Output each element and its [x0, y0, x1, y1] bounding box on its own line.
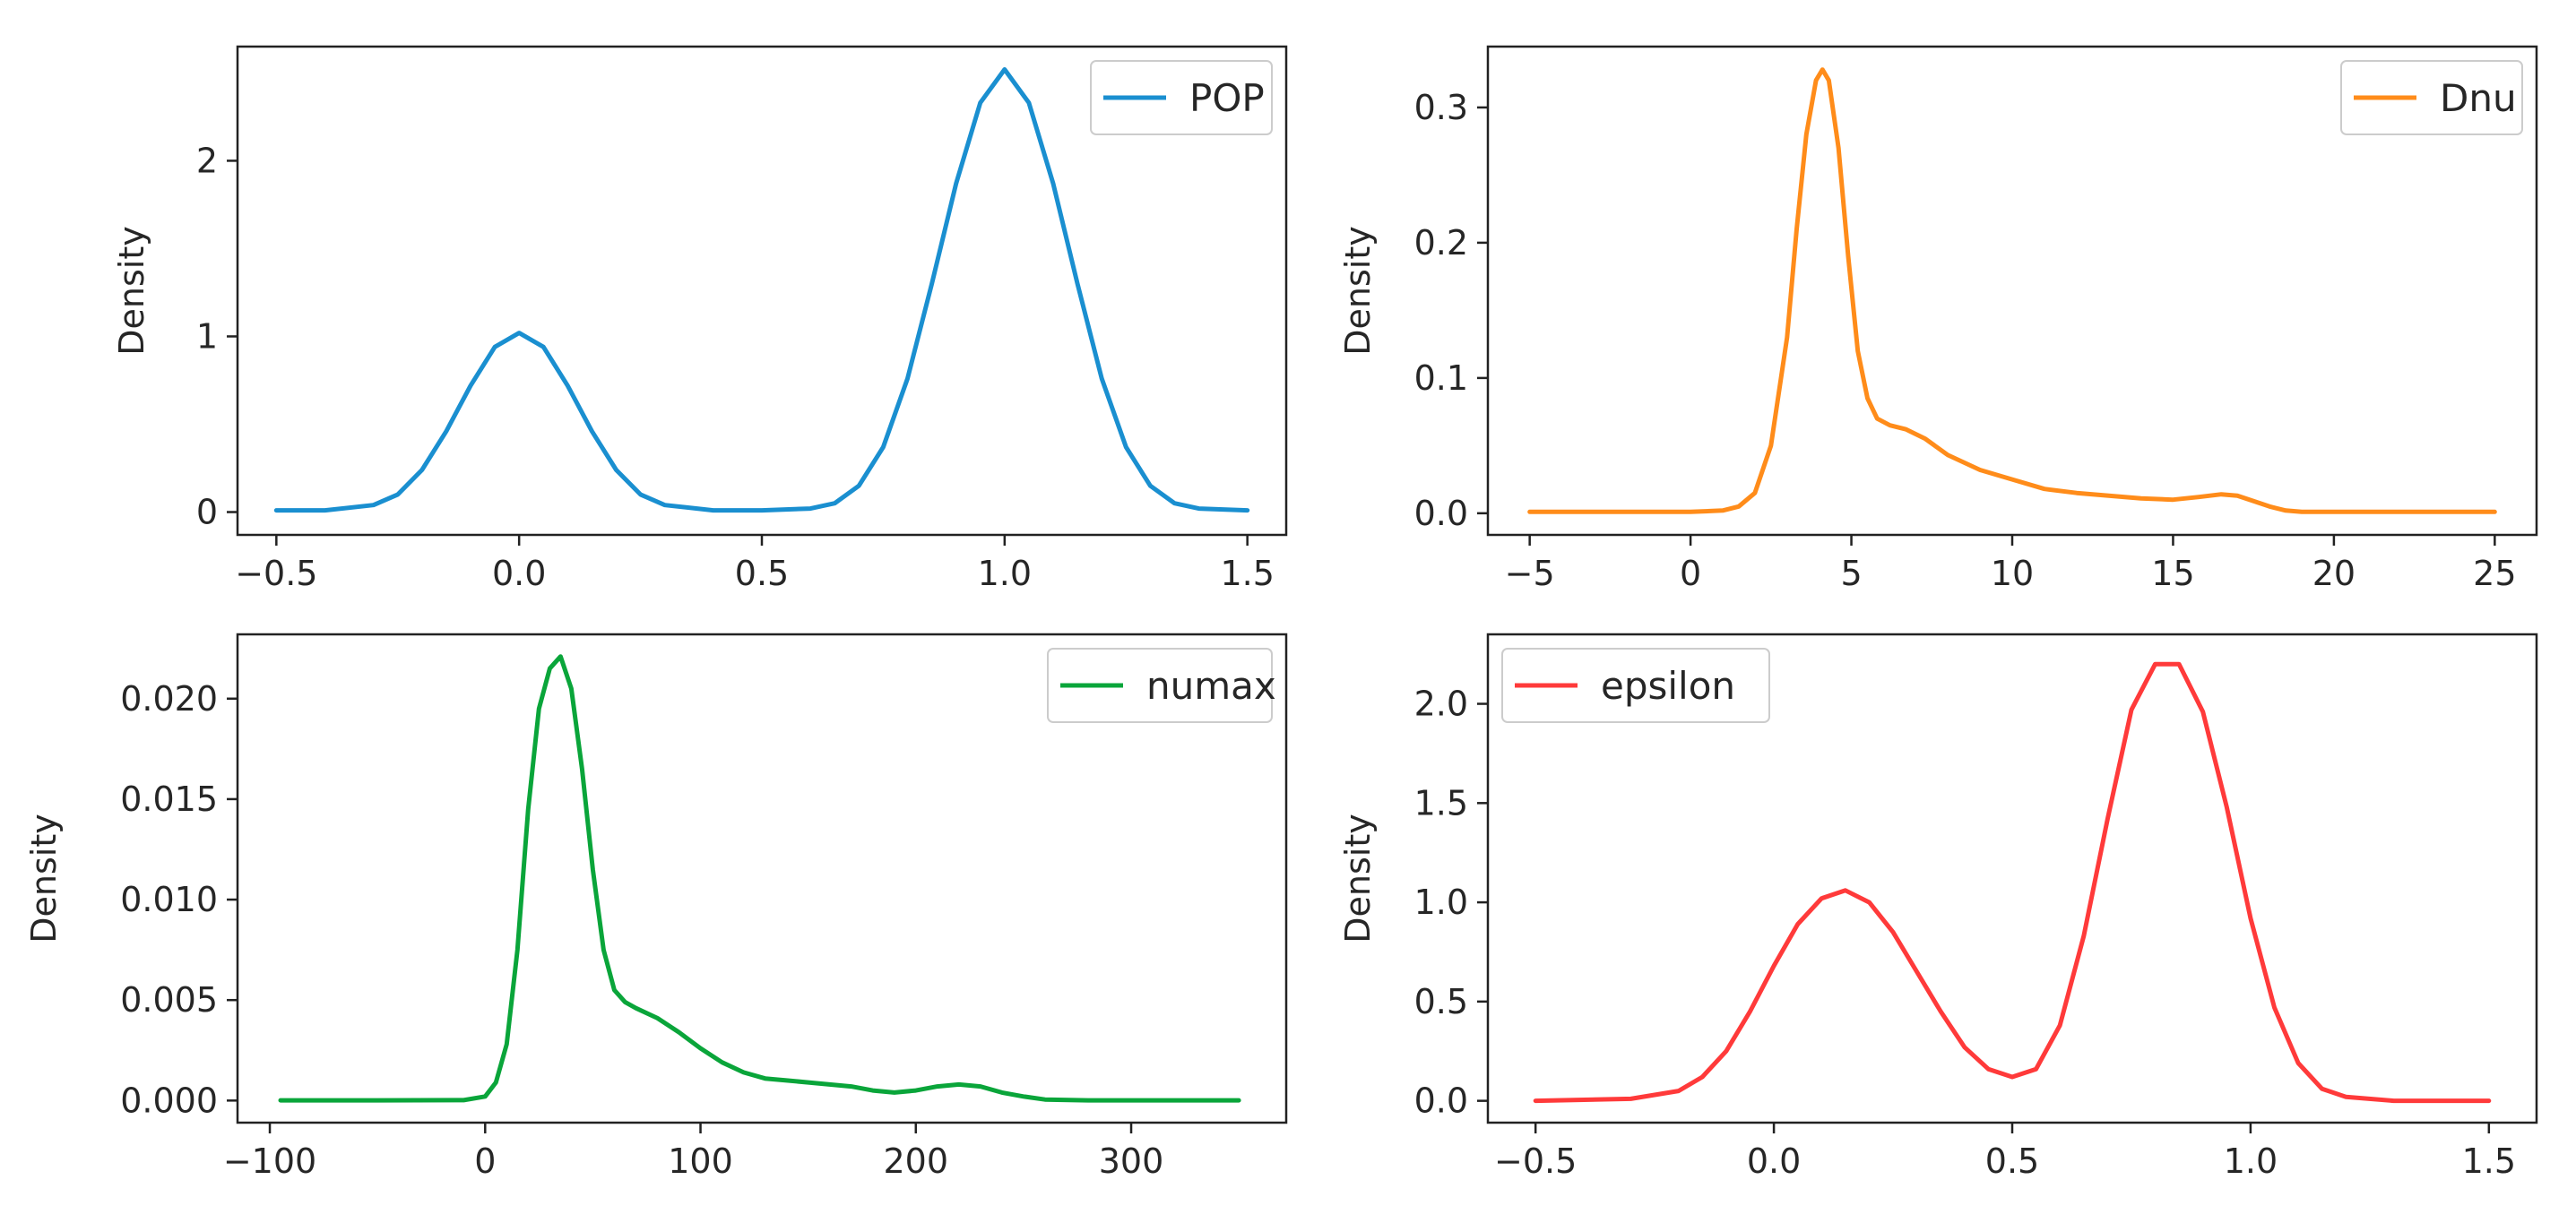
x-tick-label: −0.5 [235, 554, 317, 593]
y-tick-label: 0.020 [120, 679, 218, 719]
y-tick-label: 0.0 [1414, 1081, 1468, 1121]
x-tick-label: 0.5 [735, 554, 789, 593]
y-tick-label: 0.0 [1414, 494, 1468, 533]
legend: epsilon [1501, 648, 1770, 723]
y-tick-label: 0.000 [120, 1081, 218, 1120]
y-axis-label: Density [112, 226, 151, 355]
y-tick-label: 0.5 [1414, 982, 1468, 1021]
x-tick-label: 1.5 [1220, 554, 1274, 593]
y-tick-label: 0.005 [120, 980, 218, 1020]
x-tick-label: 1.5 [2462, 1141, 2516, 1181]
series-line-POP [273, 67, 1250, 513]
legend-box [2340, 60, 2523, 135]
legend-box [1090, 60, 1273, 135]
x-tick-label: 20 [2312, 554, 2356, 593]
legend-box [1501, 648, 1770, 723]
x-tick-label: 10 [1991, 554, 2034, 593]
panel-dnu: −5 0 5 10 15 20 25 0.0 0.1 0.2 0.3 Density Dnu [1338, 45, 2538, 593]
y-tick-label: 0.2 [1414, 223, 1468, 263]
series-line-Dnu [1527, 67, 2497, 514]
x-tick-label: −5 [1505, 554, 1555, 593]
x-tick-label: 15 [2151, 554, 2194, 593]
y-tick-label: 0 [196, 493, 218, 532]
x-tick-label: 200 [884, 1141, 949, 1181]
panel-epsilon: −0.5 0.0 0.5 1.0 1.5 0.0 0.5 1.0 1.5 2.0 Density ep… [1338, 633, 2538, 1181]
x-tick-label: 0 [1680, 554, 1701, 593]
x-tick-label: 0.0 [492, 554, 546, 593]
panel-pop: −0.5 0.0 0.5 1.0 1.5 0 1 2 Density POP [112, 45, 1288, 593]
x-tick-label: 300 [1099, 1141, 1164, 1181]
x-tick-label: −0.5 [1494, 1141, 1577, 1181]
y-axis-label: Density [1338, 226, 1378, 355]
y-tick-label: 2 [196, 141, 218, 180]
x-tick-label: 25 [2473, 554, 2516, 593]
legend: numax [1047, 648, 1276, 723]
x-tick-label: 100 [668, 1141, 733, 1181]
legend-label: Dnu [2440, 76, 2517, 120]
y-tick-label: 0.1 [1414, 358, 1468, 398]
x-tick-label: 1.0 [2224, 1141, 2278, 1181]
legend-label: epsilon [1601, 664, 1735, 708]
series-line-numax [278, 654, 1241, 1103]
x-tick-label: 5 [1840, 554, 1862, 593]
y-axis-label: Density [24, 814, 64, 943]
legend-label: POP [1189, 76, 1265, 120]
legend-label: numax [1146, 664, 1276, 708]
panel-numax: −100 0 100 200 300 0.000 0.005 0.010 0.015 0.020 D… [24, 633, 1288, 1181]
y-tick-label: 1 [196, 316, 218, 356]
x-tick-label: 0.0 [1747, 1141, 1801, 1181]
y-tick-label: 1.5 [1414, 783, 1468, 823]
x-tick-label: 1.0 [978, 554, 1032, 593]
x-tick-label: −100 [223, 1141, 316, 1181]
axes-frame [236, 633, 1288, 1124]
y-tick-label: 2.0 [1414, 685, 1468, 724]
legend: Dnu [2340, 60, 2523, 135]
y-tick-label: 0.010 [120, 880, 218, 919]
y-axis-label: Density [1338, 814, 1378, 943]
legend: POP [1090, 60, 1273, 135]
y-tick-label: 1.0 [1414, 883, 1468, 922]
y-tick-label: 0.015 [120, 779, 218, 819]
series-line-epsilon [1533, 661, 2492, 1104]
y-tick-label: 0.3 [1414, 88, 1468, 127]
legend-box [1047, 648, 1273, 723]
x-tick-label: 0 [474, 1141, 496, 1181]
x-tick-label: 0.5 [1985, 1141, 2039, 1181]
